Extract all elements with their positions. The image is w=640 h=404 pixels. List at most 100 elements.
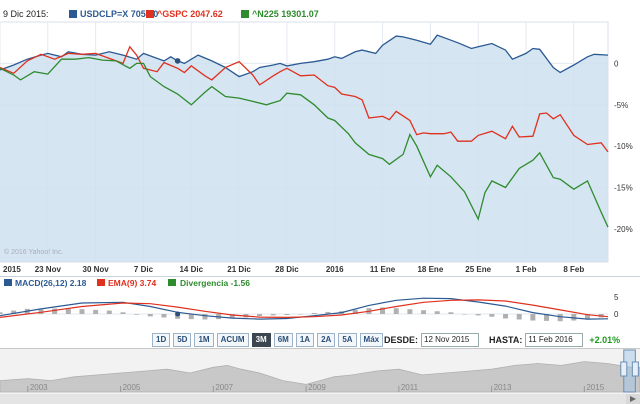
series-area-0 [0,35,608,263]
watermark: © 2016 Yahoo! Inc. [4,248,63,256]
series-line-1 [0,45,609,153]
divergence-bar [421,310,427,314]
divergence-bar [52,308,58,314]
navigator-left-handle[interactable] [620,361,628,377]
range-1d-button[interactable]: 1D [152,333,171,347]
series-line-0 [0,34,609,78]
divergence-bar [544,314,550,321]
main-x-tick-label: 2015 [3,265,21,274]
divergence-bar [161,314,167,318]
legend-swatch-n225 [241,10,249,18]
divergence-bar [0,312,3,314]
macd-line-0 [0,297,609,320]
divergence-bar [448,312,454,314]
ema-swatch [97,279,105,286]
divergence-bar [65,308,71,314]
navigator-x-ticks: 2003 2005 2007 2009 2011 2013 2015 [27,383,605,392]
legend-n225[interactable]: ^N225 19301.07 [252,9,319,19]
divergence-bar [380,307,386,314]
macd-y-tick-label: 0 [614,310,619,319]
range-3m-button[interactable]: 3M [251,333,271,347]
navigator-x-tick-label: 2005 [123,383,141,392]
macd-y-ticks: 50 [614,293,619,319]
range-buttons: 1D 5D 1M ACUM 3M 6M 1A 2A 5A Máx [152,333,386,347]
divergence-bar [188,314,194,320]
main-comparison-chart[interactable]: 0 -5% -10% -15% -20% 2015 23 Nov 30 Nov 7 Dic 14… [0,0,640,276]
main-y-tick-label: -15% [614,184,633,193]
legend-date: 9 Dic 2015: [3,9,49,19]
navigator-x-tick-label: 2011 [401,383,419,392]
main-y-tick-label: -20% [614,225,633,234]
chevron-right-icon [630,396,636,402]
range-max-button[interactable]: Máx [359,333,384,347]
range-1a-button[interactable]: 1A [295,333,315,347]
navigator-scroll-right-arrow[interactable] [626,394,640,404]
data-point-marker [174,58,181,64]
divergence-bar [147,314,153,317]
navigator-chart[interactable]: 2003 2005 2007 2009 2011 2013 2015 [0,348,640,404]
legend-gspc[interactable]: ^GSPC 2047.62 [157,9,223,19]
divergence-bar [106,310,112,314]
div-swatch [168,279,176,286]
macd-legend-divergencia: Divergencia -1.56 [180,278,250,288]
divergence-bar [434,311,440,314]
main-x-tick-label: 18 Ene [417,265,443,274]
macd-y-tick-label: 5 [614,293,619,302]
series-line-2 [0,56,609,228]
range-2a-button[interactable]: 2A [317,333,336,347]
legend-swatch-usdclp [69,10,77,18]
navigator-x-tick-label: 2013 [494,383,512,392]
divergence-bar [79,309,85,314]
main-x-tick-label: 7 Dic [134,265,154,274]
divergence-bar [284,314,290,316]
divergence-bar [352,309,358,314]
navigator-right-handle[interactable] [631,361,639,377]
main-x-tick-label: 1 Feb [516,265,537,274]
range-1m-button[interactable]: 1M [194,333,214,347]
range-6m-button[interactable]: 6M [273,333,293,347]
divergence-bar [134,314,140,315]
navigator-x-tick-label: 2015 [586,383,604,392]
main-x-tick-label: 30 Nov [83,265,110,274]
navigator-scrollbar[interactable] [0,394,640,404]
main-x-tick-label: 28 Dic [275,265,299,274]
desde-input[interactable]: 12 Nov 2015 [421,333,480,347]
hasta-input[interactable]: 11 Feb 2016 [525,333,584,347]
macd-legend-ema: EMA(9) 3.74 [108,278,156,288]
divergence-bar [475,314,481,316]
main-y-tick-label: -10% [614,142,633,151]
legend-usdclp[interactable]: USDCLP=X 705.60 [80,9,158,19]
main-x-tick-label: 21 Dic [227,265,251,274]
hasta-label: HASTA: [489,335,523,345]
main-x-tick-label: 2016 [326,265,344,274]
divergence-bar [93,309,99,314]
macd-chart[interactable]: MACD(26,12) 2.18 EMA(9) 3.74 Divergencia… [0,276,640,328]
main-chart-series [0,34,609,263]
macd-legend: MACD(26,12) 2.18 EMA(9) 3.74 Divergencia… [4,278,250,288]
navigator-x-tick-label: 2009 [308,383,326,392]
range-5a-button[interactable]: 5A [338,333,357,347]
legend-swatch-gspc [146,10,154,18]
divergence-bar [489,314,495,317]
desde-label: DESDE: [384,335,419,345]
main-y-tick-label: -5% [614,101,628,110]
range-5d-button[interactable]: 5D [173,333,192,347]
main-x-tick-label: 14 Dic [179,265,203,274]
range-acum-button[interactable]: ACUM [216,333,249,347]
main-x-tick-label: 8 Feb [563,265,584,274]
divergence-bar [229,314,235,319]
main-y-tick-label: 0 [614,59,619,68]
divergence-bar [585,314,591,320]
divergence-bar [393,308,399,314]
divergence-bar [270,314,276,316]
main-x-tick-label: 23 Nov [35,265,62,274]
navigator-x-tick-label: 2007 [215,383,233,392]
divergence-bar [257,314,263,317]
navigator-series [0,361,640,393]
macd-swatch [4,279,12,286]
divergence-bar [571,314,577,321]
navigator-area [0,361,640,393]
main-x-tick-label: 25 Ene [465,265,491,274]
divergence-bar [11,310,17,314]
main-chart-x-ticks: 2015 23 Nov 30 Nov 7 Dic 14 Dic 21 Dic 28 Dic 2… [3,265,584,274]
